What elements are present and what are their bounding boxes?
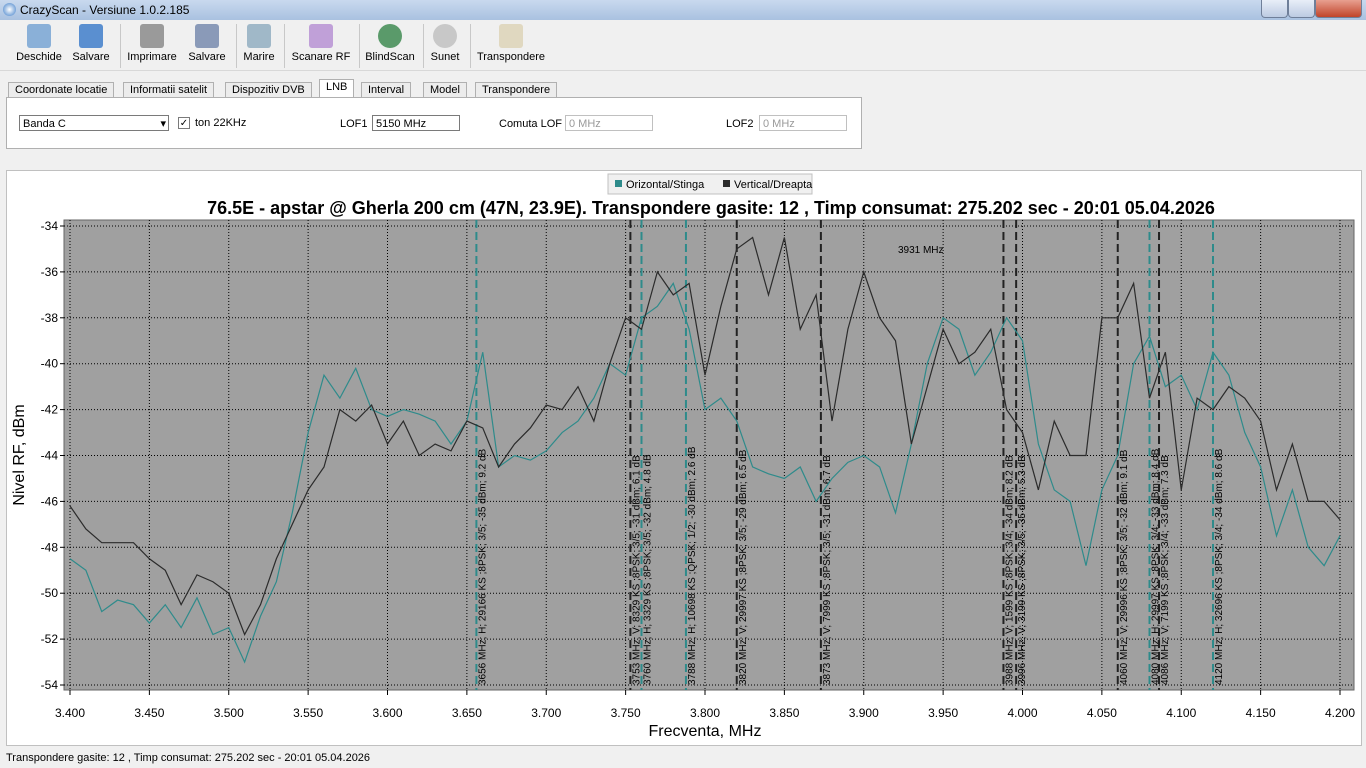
tab[interactable]: Informatii satelit <box>123 82 215 99</box>
toolbar-button[interactable]: Salvare <box>186 24 228 63</box>
status-bar: Transpondere gasite: 12 , Timp consumat:… <box>0 748 1366 768</box>
switch-lof-label: Comuta LOF <box>499 118 562 130</box>
separator <box>236 24 237 68</box>
x-tick-label: 3.550 <box>293 706 323 720</box>
legend-swatch <box>723 180 730 187</box>
toolbar-button[interactable]: Salvare <box>70 24 112 63</box>
switch-lof-input[interactable]: 0 MHz <box>565 115 653 131</box>
separator <box>359 24 360 68</box>
x-tick-label: 3.650 <box>452 706 482 720</box>
toolbar-button[interactable]: Scanare RF <box>290 24 352 63</box>
x-tick-label: 4.150 <box>1246 706 1276 720</box>
lof2-input[interactable]: 0 MHz <box>759 115 847 131</box>
x-tick-label: 3.700 <box>531 706 561 720</box>
y-tick-label: -48 <box>41 540 59 554</box>
y-tick-label: -42 <box>41 403 59 417</box>
legend-swatch <box>615 180 622 187</box>
x-tick-label: 3.500 <box>214 706 244 720</box>
y-tick-label: -34 <box>41 219 59 233</box>
toolbar-button[interactable]: Imprimare <box>126 24 178 63</box>
annotation: 3931 MHz <box>898 245 944 256</box>
y-tick-label: -54 <box>41 678 59 692</box>
tone-checkbox[interactable]: ✓ <box>178 117 190 129</box>
toolbar-button[interactable]: Deschide <box>16 24 62 63</box>
legend-box <box>607 173 813 195</box>
y-tick-label: -46 <box>41 494 59 508</box>
lnb-panel: Banda C ▾ ✓ ton 22KHz LOF1 5150 MHz Comut… <box>6 97 862 149</box>
separator <box>423 24 424 68</box>
chart: 76.5E - apstar @ Gherla 200 cm (47N, 23.… <box>11 173 1355 740</box>
x-axis-label: Frecventa, MHz <box>649 723 762 740</box>
toolbar-button[interactable]: BlindScan <box>364 24 416 63</box>
series-line <box>69 236 1341 636</box>
y-tick-label: -40 <box>41 357 59 371</box>
x-tick-label: 3.600 <box>372 706 402 720</box>
x-tick-label: 3.900 <box>849 706 879 720</box>
transponder-label: 4060 MHz; V; 29996 KS ;8PSK; 3/5; -32 dB… <box>1119 449 1130 685</box>
tab[interactable]: Coordonate locatie <box>8 82 115 99</box>
tab[interactable]: Transpondere <box>475 82 558 99</box>
transponder-label: 3656 MHz; H; 29166 KS ;8PSK; 3/5; -35 dB… <box>477 448 488 685</box>
legend-entry: Orizontal/Stinga <box>626 179 705 191</box>
tab[interactable]: Dispozitiv DVB <box>225 82 312 99</box>
transponder-label: 3788 MHz; H; 10698 KS ;QPSK; 1/2; -30 dB… <box>687 446 698 685</box>
y-tick-label: -52 <box>41 632 59 646</box>
separator <box>120 24 121 68</box>
x-tick-label: 3.400 <box>55 706 85 720</box>
close-button[interactable] <box>1315 0 1362 18</box>
status-text: Transpondere gasite: 12 , Timp consumat:… <box>6 752 371 764</box>
window-title: CrazyScan - Versiune 1.0.2.185 <box>20 3 190 17</box>
x-tick-label: 3.950 <box>928 706 958 720</box>
separator <box>470 24 471 68</box>
transponder-label: 4120 MHz; H; 32696 KS ;8PSK; 3/4; -34 dB… <box>1214 448 1225 685</box>
series-line <box>69 282 1341 664</box>
x-tick-label: 3.850 <box>769 706 799 720</box>
lof1-label: LOF1 <box>340 118 368 130</box>
transponder-label: 4086 MHz; V; 7199 KS ;8PSK; 3/4; -33 dBm… <box>1160 455 1171 685</box>
transponder-label: 3753 MHz; V; 8329 KS ;8PSK; 3/5; -31 dBm… <box>631 455 642 685</box>
title-bar: CrazyScan - Versiune 1.0.2.185 <box>0 0 1366 20</box>
y-tick-label: -50 <box>41 586 59 600</box>
legend-entry: Vertical/Dreapta <box>734 179 813 191</box>
transponder-label: 3873 MHz; V; 7999 KS ;8PSK; 3/5; -31 dBm… <box>822 455 833 685</box>
transponder-label: 4080 MHz; H; 29997 KS ;8PSK; 3/4; -33 dB… <box>1151 448 1162 685</box>
minimize-button[interactable] <box>1261 0 1288 18</box>
x-tick-label: 4.100 <box>1166 706 1196 720</box>
x-tick-label: 4.000 <box>1007 706 1037 720</box>
toolbar-button[interactable]: Sunet <box>428 24 462 63</box>
toolbar-button[interactable]: Marire <box>242 24 276 63</box>
separator <box>284 24 285 68</box>
tab[interactable]: Model <box>423 82 467 99</box>
transponder-label: 3760 MHz; H; 3329 KS ;8PSK; 3/5; -32 dBm… <box>643 454 654 685</box>
transponder-label: 3988 MHz; V; 1599 KS ;8PSK; 3/4; -34 dBm… <box>1004 455 1015 685</box>
x-tick-label: 4.200 <box>1325 706 1355 720</box>
maximize-button[interactable] <box>1288 0 1315 18</box>
tone-label: ton 22KHz <box>195 117 247 129</box>
tab-active[interactable]: LNB <box>319 79 355 99</box>
x-tick-label: 4.050 <box>1087 706 1117 720</box>
transponder-label: 3820 MHz; V; 29997 KS ;8PSK; 3/5; -29 dB… <box>738 449 749 685</box>
toolbar: Deschide Salvare Imprimare Salvare Marir… <box>0 20 1366 71</box>
y-tick-label: -38 <box>41 311 59 325</box>
y-axis-label: Nivel RF, dBm <box>11 404 28 505</box>
toolbar-button[interactable]: Transpondere <box>476 24 546 63</box>
y-tick-label: -36 <box>41 265 59 279</box>
x-tick-label: 3.450 <box>134 706 164 720</box>
y-tick-label: -44 <box>41 449 59 463</box>
chart-title: 76.5E - apstar @ Gherla 200 cm (47N, 23.… <box>207 198 1215 218</box>
x-tick-label: 3.750 <box>611 706 641 720</box>
lof2-label: LOF2 <box>726 118 754 130</box>
app-icon <box>3 3 16 16</box>
band-select[interactable]: Banda C ▾ <box>19 115 169 131</box>
lof1-input[interactable]: 5150 MHz <box>372 115 460 131</box>
tab[interactable]: Interval <box>361 82 412 99</box>
x-tick-label: 3.800 <box>690 706 720 720</box>
transponder-label: 3996 MHz; V; 3199 KS ;8PSK; 3/5; -35 dBm… <box>1017 455 1028 685</box>
